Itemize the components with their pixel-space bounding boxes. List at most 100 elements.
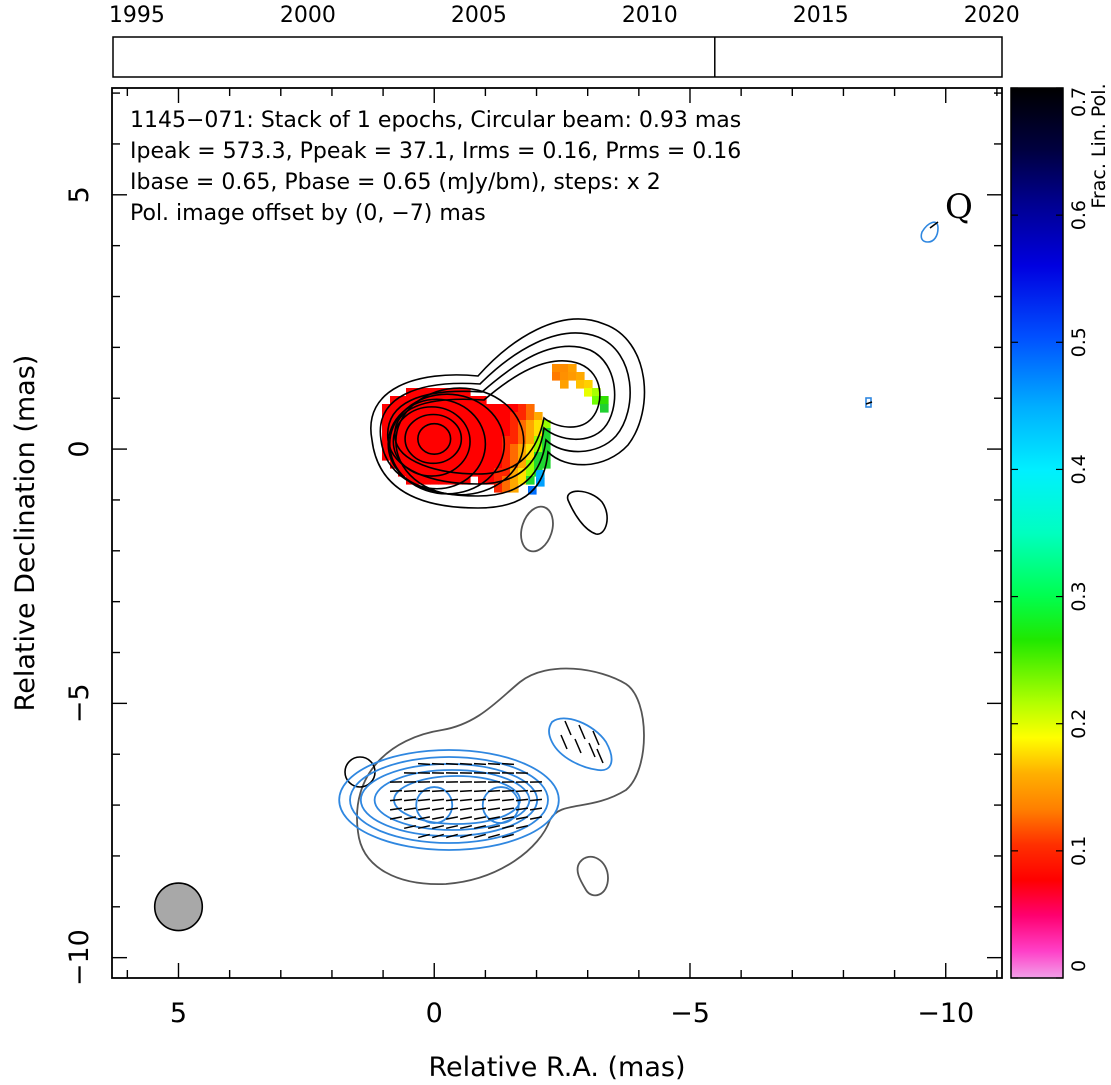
pol-map-pixel — [542, 420, 551, 429]
evpa-tick — [431, 798, 445, 802]
pol-map-pixel — [510, 428, 519, 437]
pol-map-pixel — [462, 468, 471, 477]
pol-map-pixel — [430, 468, 439, 477]
pol-map-pixel — [406, 412, 415, 421]
pol-map-pixel — [446, 428, 455, 437]
pol-map-pixel — [560, 372, 569, 381]
pol-map-pixel — [534, 412, 543, 421]
pol-map-pixel — [470, 460, 479, 469]
pol-map-pixel — [494, 412, 503, 421]
evpa-tick — [473, 798, 487, 802]
evpa-tick — [431, 824, 445, 830]
pol-map-pixel — [478, 476, 487, 485]
annotation-block: 1145−071: Stack of 1 epochs, Circular be… — [130, 108, 973, 227]
pol-map-pixel — [398, 428, 407, 437]
x-tick-label: −10 — [917, 998, 974, 1029]
evpa-tick — [445, 807, 459, 811]
pol-map-pixel — [494, 484, 503, 493]
y-tick-label: −10 — [64, 929, 95, 986]
plot-background — [112, 88, 1002, 978]
evpa-tick — [564, 720, 572, 736]
pol-map-pixel — [398, 452, 407, 461]
colorbar-tick-label: 0 — [1068, 960, 1090, 972]
pol-map-pixel — [422, 388, 431, 397]
pol-map-pixel — [414, 428, 423, 437]
pol-map-pixel — [398, 436, 407, 445]
evpa-tick — [389, 807, 403, 811]
x-axis-label: Relative R.A. (mas) — [429, 1052, 686, 1083]
pol-map-pixel — [414, 468, 423, 477]
pol-map-pixel — [560, 380, 569, 389]
pol-map-pixel — [478, 412, 487, 421]
pol-map-pixel — [414, 452, 423, 461]
colorbar-tick-label: 0.4 — [1068, 454, 1090, 484]
pol-map-pixel — [430, 436, 439, 445]
pol-map-pixel — [592, 396, 601, 405]
pol-map-pixel — [422, 468, 431, 477]
pol-map-pixel — [518, 420, 527, 429]
pol-peak-contour — [481, 786, 520, 824]
pol-map-pixel — [486, 404, 495, 413]
plot-area: 5 0 −5 −10 5 0 −5 −10 1145−071: Stack of 1 epoc… — [10, 87, 1003, 1083]
evpa-tick — [445, 824, 459, 830]
pol-map-pixel — [462, 428, 471, 437]
colorbar-tick-label: 0.1 — [1068, 836, 1090, 866]
pol-map-pixel — [438, 436, 447, 445]
pol-map-pixel — [502, 452, 511, 461]
pol-map-pixel — [486, 428, 495, 437]
pol-map-pixel — [486, 444, 495, 453]
pol-map-pixel — [568, 372, 577, 381]
pol-map-pixel — [406, 444, 415, 453]
annotation-line-2: Ipeak = 573.3, Ppeak = 37.1, Irms = 0.16… — [130, 139, 741, 164]
pol-map-pixel — [462, 412, 471, 421]
evpa-tick — [488, 833, 500, 839]
evpa-tick — [588, 742, 596, 758]
pol-map-pixel — [518, 468, 527, 477]
pol-map-pixel — [462, 388, 471, 397]
contour-layer — [153, 221, 939, 932]
colorbar-tick-label: 0.5 — [1068, 327, 1090, 357]
pol-map-pixel — [398, 468, 407, 477]
pol-map-pixel — [454, 428, 463, 437]
pol-map-pixel — [526, 468, 535, 477]
pol-map-pixel — [576, 372, 585, 381]
pol-map-pixel — [470, 428, 479, 437]
pol-map-pixel — [534, 452, 543, 461]
stokes-i-contour — [370, 318, 646, 509]
evpa-tick — [403, 798, 417, 802]
pol-contour — [373, 769, 531, 831]
pol-map-pixel — [494, 476, 503, 485]
x-tick-label: −5 — [670, 998, 710, 1029]
evpa-tick — [502, 833, 514, 839]
pol-map-pixel — [486, 420, 495, 429]
timeline-box — [112, 36, 1003, 78]
pol-map-pixel — [462, 396, 471, 405]
evpa-tick — [446, 833, 458, 839]
pol-map-pixel — [478, 428, 487, 437]
pol-map-pixel — [510, 412, 519, 421]
pol-map-pixel — [406, 460, 415, 469]
pol-map-pixel — [478, 452, 487, 461]
evpa-tick — [389, 798, 403, 802]
pol-map-pixel — [526, 436, 535, 445]
evpa-tick — [459, 798, 473, 802]
colorbar-label: Frac. Lin. Pol. — [1088, 83, 1110, 208]
pol-map-pixel — [502, 412, 511, 421]
pol-map-pixel — [390, 412, 399, 421]
pol-map-pixel — [502, 428, 511, 437]
pol-map-pixel — [414, 420, 423, 429]
pol-map-pixel — [470, 436, 479, 445]
pol-map-pixel — [406, 452, 415, 461]
evpa-tick — [592, 730, 600, 746]
pol-map-pixel — [518, 404, 527, 413]
pol-map-pixel — [502, 460, 511, 469]
pol-map-pixel — [560, 364, 569, 373]
evpa-tick — [417, 789, 431, 793]
evpa-tick — [445, 762, 459, 766]
pol-map-pixel — [422, 476, 431, 485]
negative-contour — [576, 856, 609, 897]
evpa-tick — [529, 816, 543, 820]
pol-map-pixel — [526, 412, 535, 421]
evpa-tick — [459, 807, 473, 811]
